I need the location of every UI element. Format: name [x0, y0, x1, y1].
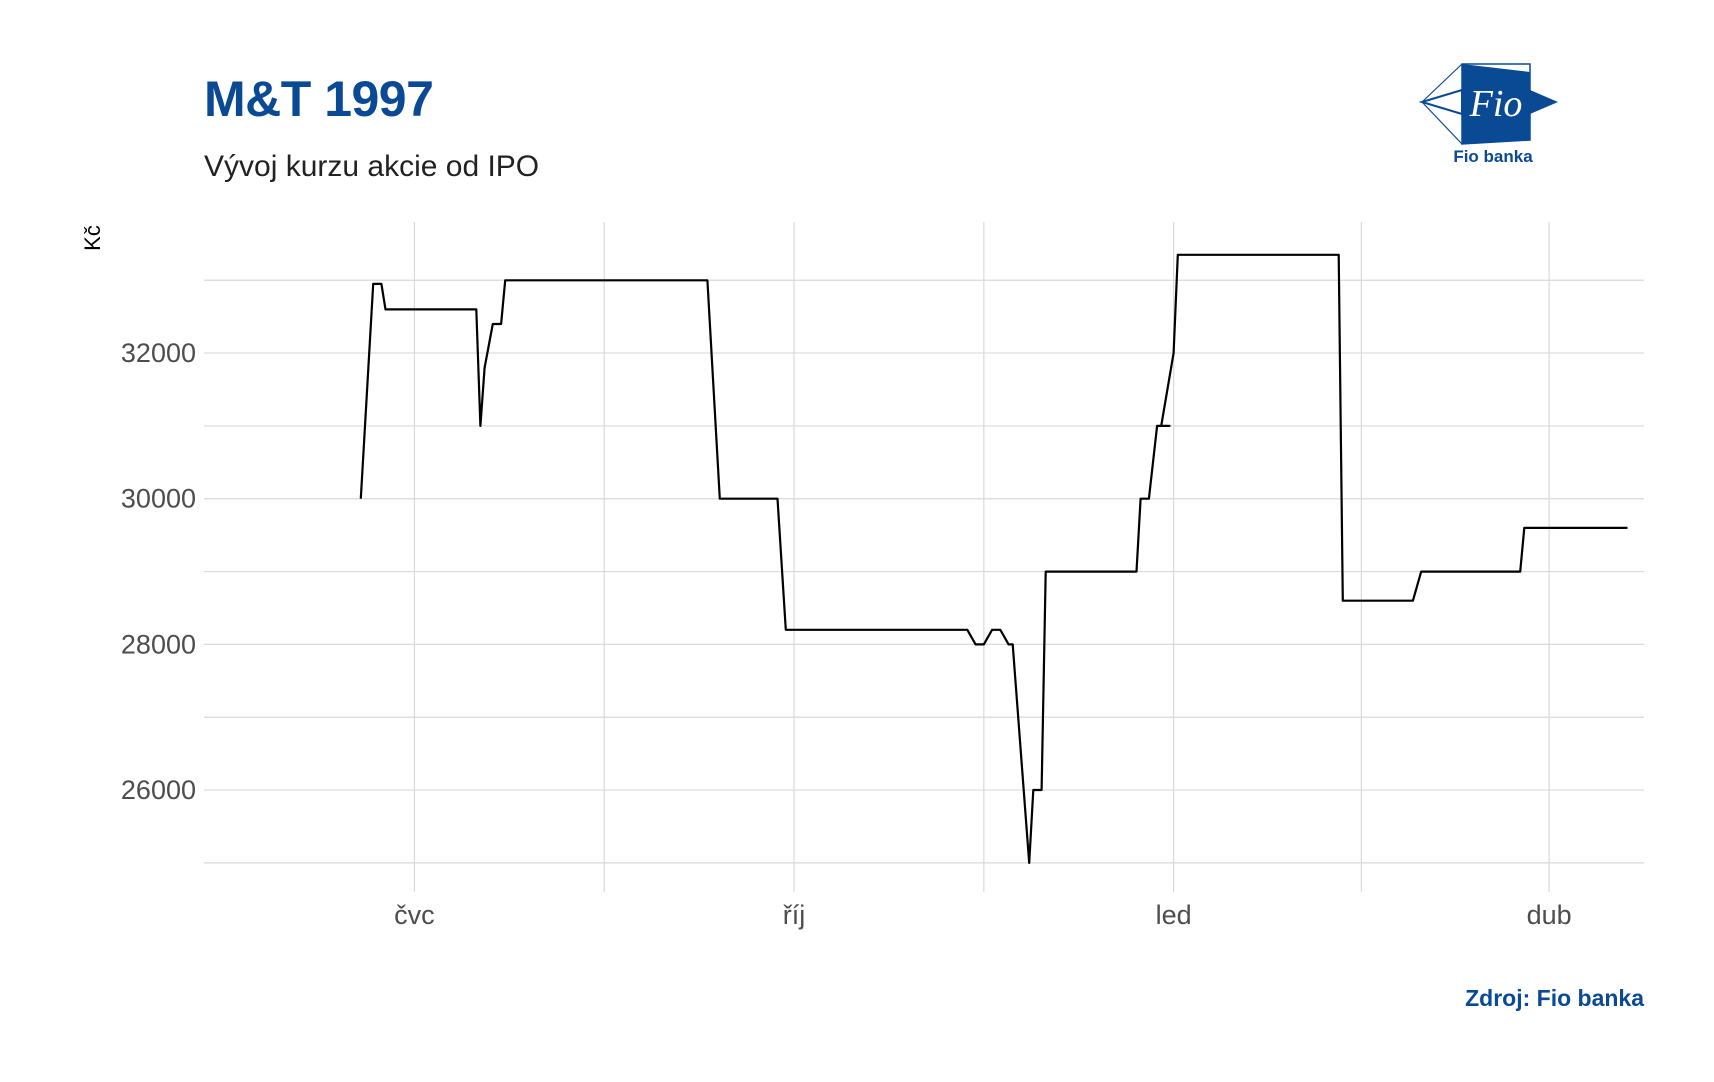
x-tick-label: led [1156, 900, 1192, 930]
logo-outline [1461, 63, 1531, 145]
y-axis-label: Kč [80, 225, 105, 251]
series-line [359, 253, 1628, 864]
logo-arrow-right [1530, 90, 1558, 114]
y-tick-label: 26000 [121, 775, 196, 805]
x-tick-label: říj [783, 900, 806, 930]
fio-bank-logo-icon: Fio [1418, 63, 1558, 145]
logo-square [1462, 64, 1530, 144]
x-tick-label: dub [1527, 900, 1572, 930]
logo-mark-text: Fio [1469, 83, 1523, 125]
chart-title: M&T 1997 [204, 71, 434, 127]
y-axis-ticks: 26000 28000 30000 32000 [121, 338, 196, 805]
logo-name: Fio banka [1453, 147, 1533, 166]
source-caption: Zdroj: Fio banka [1465, 985, 1644, 1011]
y-tick-label: 28000 [121, 629, 196, 659]
y-tick-label: 32000 [121, 338, 196, 368]
chart-subtitle: Vývoj kurzu akcie od IPO [204, 150, 540, 183]
x-axis-ticks: čvc říj led dub [394, 900, 1571, 930]
y-tick-label: 30000 [121, 484, 196, 514]
grid [204, 222, 1644, 892]
x-tick-label: čvc [394, 900, 435, 930]
